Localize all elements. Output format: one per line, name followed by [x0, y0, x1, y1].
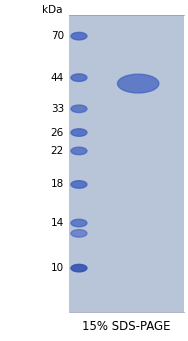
Ellipse shape	[71, 229, 87, 237]
Bar	[69, 15, 184, 312]
Text: 14: 14	[51, 218, 64, 228]
Text: 10: 10	[51, 263, 64, 273]
Ellipse shape	[71, 129, 87, 136]
Text: 33: 33	[51, 104, 64, 114]
Text: 70: 70	[51, 31, 64, 41]
Ellipse shape	[118, 74, 159, 93]
Ellipse shape	[71, 181, 87, 188]
Text: 22: 22	[51, 146, 64, 156]
Ellipse shape	[71, 219, 87, 227]
Text: 44: 44	[51, 73, 64, 83]
Text: 15% SDS-PAGE: 15% SDS-PAGE	[82, 321, 171, 333]
Text: 26: 26	[51, 128, 64, 137]
Ellipse shape	[71, 147, 87, 155]
Text: kDa: kDa	[42, 5, 62, 15]
Ellipse shape	[71, 264, 87, 272]
Text: 18: 18	[51, 179, 64, 190]
Ellipse shape	[71, 32, 87, 40]
Ellipse shape	[71, 74, 87, 81]
Ellipse shape	[71, 105, 87, 113]
